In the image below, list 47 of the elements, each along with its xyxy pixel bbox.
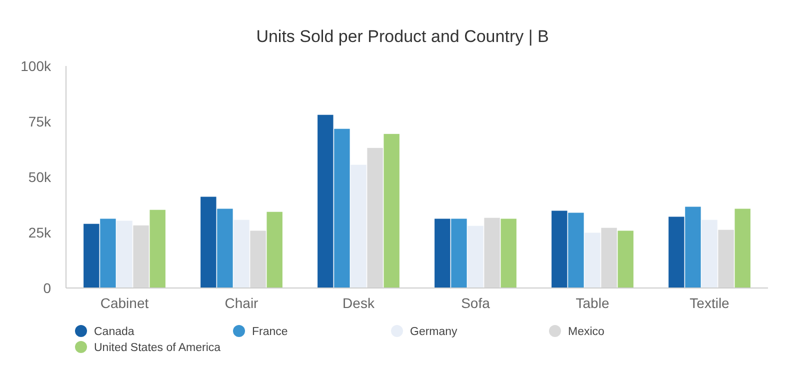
bar bbox=[234, 220, 250, 288]
bar bbox=[702, 220, 718, 288]
bar bbox=[100, 218, 116, 288]
y-tick-label: 75k bbox=[28, 113, 52, 130]
bar bbox=[200, 196, 216, 288]
legend-label: Germany bbox=[410, 326, 458, 338]
bar bbox=[685, 206, 701, 288]
chart-title: Units Sold per Product and Country | B bbox=[256, 27, 549, 46]
bar bbox=[601, 228, 617, 288]
bar bbox=[500, 218, 516, 288]
bar bbox=[250, 230, 266, 288]
bar bbox=[434, 218, 450, 288]
legend-label: United States of America bbox=[94, 342, 222, 354]
bar bbox=[217, 208, 233, 288]
y-tick-label: 100k bbox=[20, 58, 52, 74]
bar bbox=[384, 134, 400, 288]
bar bbox=[552, 210, 568, 288]
bar bbox=[150, 210, 166, 288]
bar bbox=[734, 208, 750, 288]
bar bbox=[116, 220, 132, 288]
x-tick-label: Sofa bbox=[461, 295, 490, 311]
y-tick-label: 50k bbox=[28, 168, 52, 185]
bar bbox=[584, 232, 600, 288]
legend-label: France bbox=[252, 326, 288, 338]
bar bbox=[367, 148, 383, 288]
bar bbox=[350, 164, 366, 288]
x-tick-label: Desk bbox=[342, 295, 376, 311]
bar bbox=[133, 225, 149, 288]
bar bbox=[618, 230, 634, 288]
legend-label: Mexico bbox=[568, 326, 604, 338]
bar bbox=[468, 226, 484, 288]
x-tick-label: Chair bbox=[224, 295, 259, 311]
bar bbox=[668, 216, 684, 288]
bar bbox=[318, 114, 334, 288]
x-tick-label: Cabinet bbox=[100, 295, 149, 311]
bar bbox=[334, 128, 350, 288]
x-tick-label: Textile bbox=[690, 295, 730, 311]
bar bbox=[266, 212, 282, 288]
bar bbox=[568, 212, 584, 288]
y-tick-label: 0 bbox=[43, 280, 52, 296]
y-tick-label: 25k bbox=[28, 224, 52, 240]
bar bbox=[718, 230, 734, 288]
bar bbox=[84, 224, 100, 288]
x-tick-label: Table bbox=[576, 295, 610, 311]
legend-label: Canada bbox=[94, 326, 135, 338]
bar bbox=[484, 218, 500, 288]
bar bbox=[451, 218, 467, 288]
